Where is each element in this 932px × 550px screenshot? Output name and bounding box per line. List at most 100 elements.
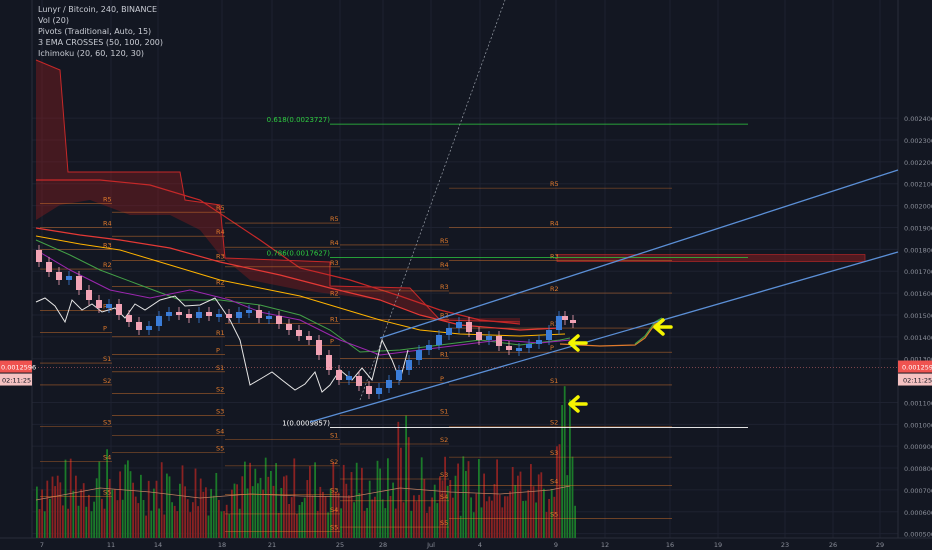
volume-bar <box>212 495 215 538</box>
volume-bar <box>433 484 436 538</box>
price-axis: 0.0024000 0.0023000 0.0022000 0.0021000 0.00… <box>904 115 932 539</box>
volume-bar <box>64 459 67 538</box>
pivot-label: S1 <box>330 432 338 440</box>
candle-body <box>66 276 72 280</box>
volume-bar <box>332 461 335 538</box>
volume-bar <box>530 464 532 538</box>
price-tick-label: 0.0018000 <box>904 246 932 254</box>
volume-bar <box>459 515 462 538</box>
volume-bar <box>475 493 478 538</box>
volume-bar <box>298 504 301 538</box>
volume-bar <box>160 462 163 538</box>
volume-bar <box>166 473 168 538</box>
volume-bar <box>238 508 241 538</box>
pivot-label: S5 <box>216 445 224 453</box>
volume-bar <box>288 503 290 538</box>
volume-bar <box>355 462 358 538</box>
ichimoku-cloud-fill <box>36 60 520 322</box>
volume-bar <box>431 497 433 538</box>
volume-bar <box>561 405 563 538</box>
pivot-label: S4 <box>216 427 224 435</box>
volume-bar <box>103 508 106 538</box>
time-tick-label: 11 <box>107 541 115 549</box>
volume-bar <box>488 496 491 538</box>
volume-bar <box>168 476 171 538</box>
volume-bar <box>413 495 415 538</box>
volume-bar <box>145 515 147 538</box>
legend-symbol: Lunyr / Bitcoin, 240, BINANCE <box>38 5 158 14</box>
volume-bar <box>423 479 426 538</box>
volume-bar <box>257 483 259 538</box>
volume-bar <box>98 461 101 538</box>
ascending-channel <box>309 169 899 423</box>
pivot-label: R4 <box>103 219 112 227</box>
volume-bar <box>153 488 155 538</box>
volume-bar <box>38 509 41 538</box>
volume-bar <box>244 461 246 538</box>
volume-bar <box>335 491 337 538</box>
volume-bar <box>329 488 332 538</box>
volume-bar <box>241 476 244 538</box>
ichimoku-cloud <box>35 59 866 325</box>
volume-bar <box>199 478 202 538</box>
pivot-label: R4 <box>550 219 559 227</box>
volume-bar <box>106 449 108 538</box>
pivot-label: S3 <box>550 449 558 457</box>
volume-bar <box>251 486 254 538</box>
candle-body <box>176 312 182 315</box>
volume-bar <box>179 483 181 538</box>
pivot-label: R2 <box>440 311 449 319</box>
volume-bar <box>371 499 374 538</box>
candle-body <box>306 336 312 340</box>
volume-bar <box>283 476 285 538</box>
volume-bar <box>368 480 371 538</box>
volume-bar <box>316 510 319 538</box>
pivot-label: R1 <box>440 351 449 359</box>
candle-body <box>226 314 232 318</box>
pivot-label: S3 <box>216 408 224 416</box>
volume-bar <box>220 511 223 538</box>
volume-bar <box>337 492 340 538</box>
price-tick-label: 0.0007000 <box>904 487 932 495</box>
ichimoku-lagging-span <box>35 295 409 393</box>
volume-bar <box>392 482 394 538</box>
fib-label: 0.618(0.0023727) <box>267 116 331 124</box>
volume-bar <box>158 508 160 538</box>
candle-body <box>396 370 402 380</box>
volume-bar <box>223 511 225 538</box>
fib-label: 0.786(0.0017627) <box>267 250 331 258</box>
volume-bar <box>51 476 54 538</box>
legend-indicator-pivots: Pivots (Traditional, Auto, 15) <box>38 27 152 36</box>
ema-100-line <box>35 235 566 337</box>
volume-bar <box>387 458 389 538</box>
pivot-label: R3 <box>103 241 112 249</box>
volume-bar <box>519 471 522 538</box>
volume-bar <box>270 470 272 538</box>
volume-bar <box>556 446 558 538</box>
pivot-label: S5 <box>550 510 558 518</box>
volume-bar <box>405 415 407 538</box>
volume-bar <box>514 485 517 538</box>
pivot-label: P <box>216 346 220 354</box>
volume-bar <box>69 458 72 538</box>
candle-body <box>386 380 392 388</box>
candle-body <box>516 348 522 351</box>
arrow-icon <box>653 318 673 336</box>
volume-bar <box>218 499 220 538</box>
volume-bar <box>420 457 423 538</box>
volume-bar <box>43 511 46 538</box>
pivot-label: R1 <box>216 329 225 337</box>
candle-body <box>276 316 282 324</box>
volume-bar <box>402 502 405 538</box>
channel-lower-line <box>309 251 899 423</box>
volume-bar <box>449 480 452 538</box>
volume-bar <box>186 499 189 538</box>
volume-bar <box>501 507 504 538</box>
price-badge-value: 0.0012596 <box>1 364 36 372</box>
price-tick-label: 0.0006000 <box>904 509 932 517</box>
candle-body <box>436 335 442 345</box>
volume-bar <box>327 512 329 538</box>
volume-bar <box>56 475 59 538</box>
